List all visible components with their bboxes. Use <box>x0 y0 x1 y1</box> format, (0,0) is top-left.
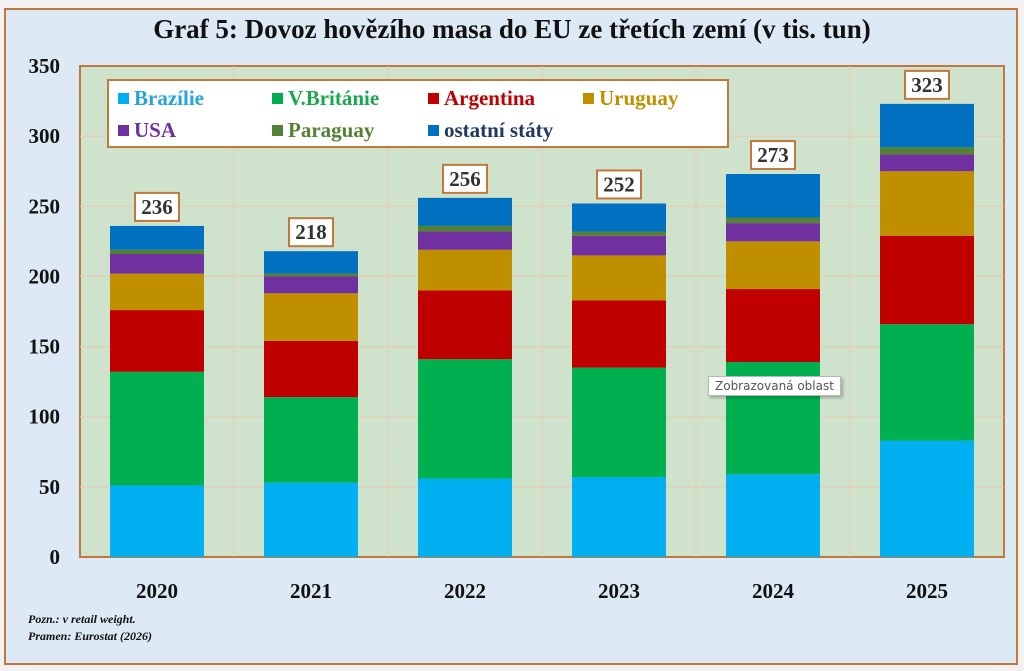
bar-segment-braz-lie <box>418 478 512 557</box>
legend-label: USA <box>134 118 177 142</box>
legend-swatch <box>118 125 129 136</box>
total-label: 252 <box>603 172 635 196</box>
bar-segment-argentina <box>726 289 820 363</box>
y-tick-label: 50 <box>39 475 60 499</box>
bar-segment-v-brit-nie <box>572 367 666 478</box>
bar-segment-v-brit-nie <box>110 371 204 486</box>
bar-segment-usa <box>264 276 358 294</box>
bar-segment-usa <box>418 231 512 250</box>
legend-swatch <box>428 93 439 104</box>
y-tick-label: 0 <box>50 545 61 569</box>
legend-box <box>107 79 729 148</box>
legend-label: Uruguay <box>599 86 679 110</box>
total-label-box <box>288 217 334 248</box>
legend-label: V.Británie <box>288 86 379 110</box>
bar-segment-uruguay <box>264 293 358 341</box>
bar-segment-argentina <box>264 340 358 398</box>
bar-segment-ostatn-st-ty <box>572 203 666 232</box>
x-tick-label: 2024 <box>752 579 795 603</box>
legend-swatch <box>118 93 129 104</box>
note-text: Pozn.: v retail weight. <box>28 612 136 626</box>
bar-segment-braz-lie <box>110 485 204 557</box>
bar-segment-uruguay <box>418 249 512 291</box>
total-label-box <box>904 69 950 100</box>
bar-segment-uruguay <box>110 273 204 311</box>
legend-swatch <box>272 93 283 104</box>
bar-segment-ostatn-st-ty <box>726 174 820 218</box>
x-tick-label: 2025 <box>906 579 948 603</box>
bar-segment-paraguay <box>726 217 820 224</box>
total-label-box <box>442 163 488 194</box>
total-label-box <box>596 169 642 200</box>
bar-segment-braz-lie <box>572 477 666 557</box>
bar-segment-braz-lie <box>726 474 820 557</box>
bar-segment-usa <box>572 235 666 256</box>
bar-segment-v-brit-nie <box>880 324 974 441</box>
total-label: 218 <box>295 220 327 244</box>
bar-segment-v-brit-nie <box>264 397 358 483</box>
legend-label: Argentina <box>444 86 535 110</box>
bar-segment-usa <box>726 223 820 242</box>
tooltip: Zobrazovaná oblast <box>708 376 841 396</box>
chart-notes: Pozn.: v retail weight. Pramen: Eurostat… <box>28 611 152 645</box>
bar-segment-uruguay <box>572 255 666 301</box>
bar-segment-paraguay <box>880 147 974 155</box>
bar-segment-usa <box>110 253 204 274</box>
bar-segment-v-brit-nie <box>418 359 512 479</box>
y-tick-label: 350 <box>29 54 61 78</box>
legend-label: Paraguay <box>288 118 375 142</box>
legend-swatch <box>428 125 439 136</box>
bar-segment-ostatn-st-ty <box>110 225 204 250</box>
y-tick-label: 150 <box>29 335 61 359</box>
y-tick-label: 250 <box>29 194 61 218</box>
total-label-box <box>750 140 796 171</box>
total-label: 256 <box>449 167 481 191</box>
x-axis: 2020 2021 2022 2023 2024 2025 <box>136 579 948 603</box>
x-tick-label: 2020 <box>136 579 178 603</box>
x-tick-label: 2021 <box>290 579 332 603</box>
x-tick-label: 2023 <box>598 579 640 603</box>
legend-swatch <box>583 93 594 104</box>
bar-segment-argentina <box>572 300 666 368</box>
total-label-box <box>134 191 180 222</box>
gridlines <box>80 66 1004 557</box>
bar-segment-braz-lie <box>264 482 358 557</box>
total-labels: 236 218 256 252 273 323 <box>134 69 950 248</box>
bar-segment-argentina <box>880 235 974 325</box>
legend: Brazílie V.Británie Argentina Uruguay USA Par… <box>107 79 729 148</box>
bar-segment-paraguay <box>264 273 358 277</box>
legend-label: Brazílie <box>134 86 204 110</box>
bar-segment-paraguay <box>110 249 204 254</box>
bar-segment-paraguay <box>418 225 512 232</box>
total-label: 236 <box>141 195 173 219</box>
chart-title: Graf 5: Dovoz hovězího masa do EU ze tře… <box>153 14 871 44</box>
bar-segment-argentina <box>418 290 512 360</box>
total-label: 323 <box>911 73 943 97</box>
x-tick-label: 2022 <box>444 579 486 603</box>
source-text: Pramen: Eurostat (2026) <box>28 629 153 643</box>
legend-swatch <box>272 125 283 136</box>
y-tick-label: 200 <box>29 264 61 288</box>
bar-segment-ostatn-st-ty <box>880 103 974 148</box>
y-axis: 0 50 100 150 200 250 300 350 <box>29 54 61 569</box>
bar-segment-uruguay <box>726 241 820 290</box>
bars <box>110 103 974 557</box>
bar-segment-usa <box>880 154 974 172</box>
y-tick-label: 300 <box>29 124 61 148</box>
bar-segment-ostatn-st-ty <box>418 197 512 226</box>
bar-segment-braz-lie <box>880 440 974 557</box>
bar-segment-ostatn-st-ty <box>264 251 358 274</box>
total-label: 273 <box>757 143 789 167</box>
bar-segment-argentina <box>110 310 204 372</box>
y-tick-label: 100 <box>29 405 61 429</box>
legend-label: ostatní státy <box>444 118 554 142</box>
bar-segment-paraguay <box>572 231 666 236</box>
bar-segment-uruguay <box>880 171 974 236</box>
